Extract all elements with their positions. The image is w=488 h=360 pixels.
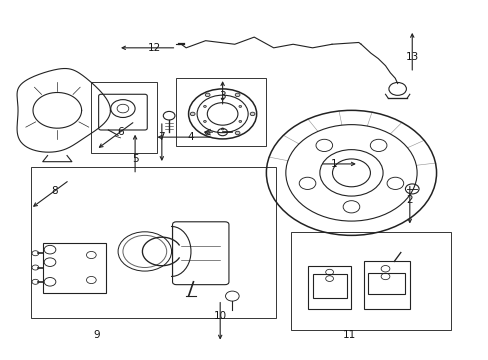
Circle shape — [221, 98, 224, 100]
Bar — [368, 273, 404, 294]
Bar — [307, 266, 351, 309]
Circle shape — [190, 112, 195, 116]
Circle shape — [239, 120, 241, 122]
Bar — [30, 167, 276, 318]
Circle shape — [205, 131, 210, 135]
Text: 9: 9 — [93, 330, 100, 341]
Text: 2: 2 — [406, 195, 412, 204]
Text: 6: 6 — [117, 127, 123, 137]
Circle shape — [235, 131, 240, 135]
Circle shape — [250, 112, 254, 116]
Bar — [312, 274, 346, 298]
Text: 12: 12 — [148, 43, 161, 53]
Circle shape — [203, 105, 206, 107]
Bar — [91, 82, 157, 153]
Circle shape — [221, 128, 224, 130]
Text: 4: 4 — [187, 132, 194, 142]
Text: 5: 5 — [132, 154, 138, 163]
Bar — [363, 261, 409, 309]
Text: 7: 7 — [158, 132, 165, 142]
Text: 1: 1 — [330, 159, 337, 169]
Circle shape — [235, 93, 240, 96]
Text: 13: 13 — [405, 52, 418, 62]
Text: 10: 10 — [213, 311, 226, 321]
Bar — [42, 243, 106, 293]
Text: 8: 8 — [51, 186, 58, 196]
Text: 11: 11 — [342, 330, 355, 341]
Bar — [290, 232, 450, 330]
Text: 3: 3 — [219, 91, 225, 101]
Bar — [176, 78, 266, 146]
Circle shape — [203, 120, 206, 122]
Circle shape — [239, 105, 241, 107]
Circle shape — [205, 93, 210, 96]
